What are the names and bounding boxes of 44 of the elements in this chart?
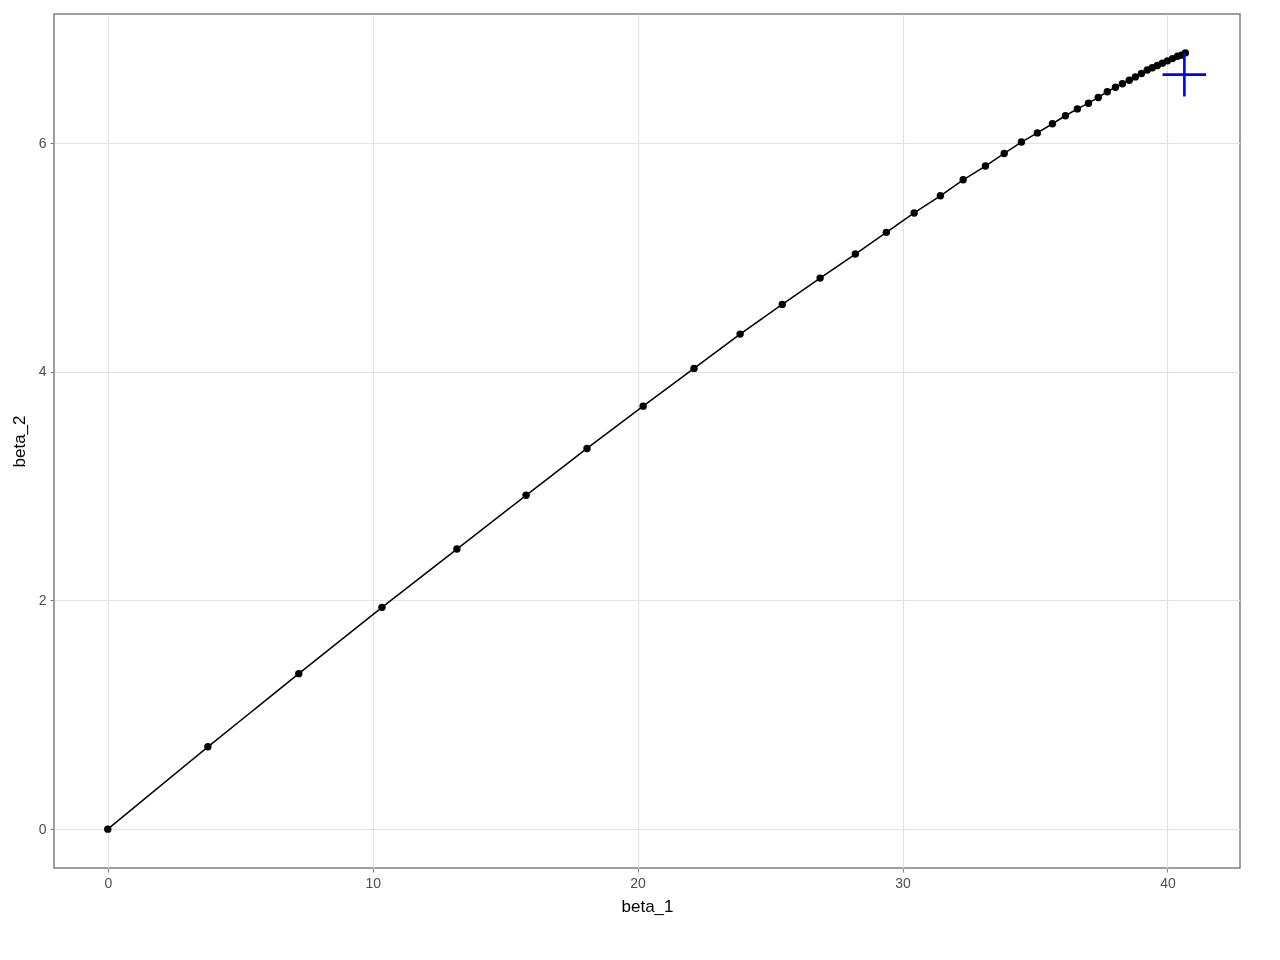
x-tick-label: 10 — [365, 874, 382, 891]
point — [778, 300, 786, 309]
point — [1162, 52, 1207, 97]
point — [851, 250, 860, 258]
point — [1125, 76, 1133, 85]
point — [1073, 105, 1082, 113]
point — [1103, 88, 1111, 96]
point — [882, 228, 891, 237]
point — [204, 743, 212, 751]
point — [104, 825, 112, 833]
point — [453, 545, 461, 553]
point — [522, 491, 530, 499]
point — [816, 274, 824, 282]
point — [981, 162, 990, 170]
y-tick-label: 0 — [38, 820, 47, 837]
point — [1094, 93, 1102, 102]
point — [378, 603, 386, 612]
point — [639, 402, 647, 410]
x-axis-title: beta_1 — [621, 896, 674, 916]
y-tick-label: 6 — [38, 134, 47, 151]
point — [1061, 112, 1070, 120]
point — [959, 176, 967, 184]
x-tick-label: 20 — [630, 874, 647, 891]
point — [1137, 69, 1146, 78]
y-tick-label: 4 — [38, 363, 47, 380]
point — [1048, 120, 1057, 128]
point — [1084, 99, 1093, 107]
point — [1000, 149, 1008, 158]
y-tick-label: 2 — [38, 591, 47, 608]
point — [910, 209, 918, 217]
point — [736, 330, 744, 338]
y-axis-title: beta_2 — [9, 415, 29, 468]
x-tick-label: 40 — [1160, 874, 1176, 891]
point — [295, 669, 303, 678]
point — [1111, 83, 1120, 91]
point — [936, 192, 945, 200]
x-tick-label: 30 — [895, 874, 911, 891]
point — [1131, 73, 1140, 81]
point — [690, 364, 698, 373]
point — [583, 444, 591, 453]
x-tick-label: 0 — [104, 874, 113, 891]
point — [1017, 138, 1026, 146]
point — [1033, 129, 1042, 137]
point — [1118, 80, 1127, 88]
